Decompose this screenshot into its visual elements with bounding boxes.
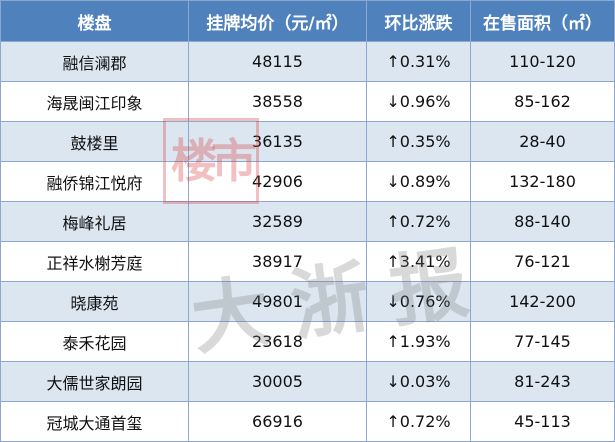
arrow-up-icon: ↑ bbox=[386, 132, 400, 151]
change-value: 0.03% bbox=[399, 372, 451, 391]
change-value: 0.35% bbox=[399, 132, 451, 151]
change-value: 0.76% bbox=[399, 292, 451, 311]
cell-area: 76-121 bbox=[470, 241, 615, 282]
cell-price: 36135 bbox=[188, 121, 367, 162]
arrow-up-icon: ↑ bbox=[386, 332, 400, 351]
arrow-down-icon: ↓ bbox=[386, 292, 400, 311]
cell-property-name: 融信澜郡 bbox=[0, 41, 189, 82]
cell-area: 81-243 bbox=[470, 361, 615, 402]
cell-property-name: 冠城大通首玺 bbox=[0, 401, 189, 442]
cell-price: 38917 bbox=[188, 241, 367, 282]
cell-property-name: 大儒世家朗园 bbox=[0, 361, 189, 402]
arrow-up-icon: ↑ bbox=[386, 212, 400, 231]
table-row: 融信澜郡 48115 ↑0.31% 110-120 bbox=[0, 41, 615, 82]
cell-change: ↑0.72% bbox=[366, 201, 471, 242]
change-value: 3.41% bbox=[399, 252, 451, 271]
table-row: 晓康苑 49801 ↓0.76% 142-200 bbox=[0, 281, 615, 322]
table-row: 鼓楼里 36135 ↑0.35% 28-40 bbox=[0, 121, 615, 162]
cell-property-name: 梅峰礼居 bbox=[0, 201, 189, 242]
header-area: 在售面积（㎡） bbox=[470, 0, 615, 42]
table-row: 融侨锦江悦府 42906 ↓0.89% 132-180 bbox=[0, 161, 615, 202]
change-value: 0.31% bbox=[399, 52, 451, 71]
header-price: 挂牌均价（元/㎡） bbox=[188, 0, 367, 42]
table-row: 梅峰礼居 32589 ↑0.72% 88-140 bbox=[0, 201, 615, 242]
cell-change: ↓0.89% bbox=[366, 161, 471, 202]
cell-area: 132-180 bbox=[470, 161, 615, 202]
table-body: 融信澜郡 48115 ↑0.31% 110-120 海晟闽江印象 38558 ↓0.96% 8… bbox=[0, 41, 615, 442]
table-row: 泰禾花园 23618 ↑1.93% 77-145 bbox=[0, 321, 615, 362]
cell-price: 30005 bbox=[188, 361, 367, 402]
arrow-down-icon: ↓ bbox=[386, 92, 400, 111]
cell-change: ↑0.72% bbox=[366, 401, 471, 442]
cell-price: 66916 bbox=[188, 401, 367, 442]
cell-price: 32589 bbox=[188, 201, 367, 242]
cell-change: ↓0.96% bbox=[366, 81, 471, 122]
cell-property-name: 融侨锦江悦府 bbox=[0, 161, 189, 202]
table-row: 大儒世家朗园 30005 ↓0.03% 81-243 bbox=[0, 361, 615, 402]
cell-change: ↑3.41% bbox=[366, 241, 471, 282]
cell-price: 38558 bbox=[188, 81, 367, 122]
cell-property-name: 正祥水榭芳庭 bbox=[0, 241, 189, 282]
cell-area: 142-200 bbox=[470, 281, 615, 322]
arrow-down-icon: ↓ bbox=[386, 172, 400, 191]
table-header-row: 楼盘 挂牌均价（元/㎡） 环比涨跌 在售面积（㎡） bbox=[0, 0, 615, 42]
cell-area: 88-140 bbox=[470, 201, 615, 242]
header-change: 环比涨跌 bbox=[366, 0, 471, 42]
arrow-up-icon: ↑ bbox=[386, 412, 400, 431]
cell-price: 42906 bbox=[188, 161, 367, 202]
cell-area: 45-113 bbox=[470, 401, 615, 442]
cell-area: 77-145 bbox=[470, 321, 615, 362]
change-value: 0.72% bbox=[399, 412, 451, 431]
cell-area: 85-162 bbox=[470, 81, 615, 122]
cell-property-name: 海晟闽江印象 bbox=[0, 81, 189, 122]
change-value: 0.72% bbox=[399, 212, 451, 231]
cell-change: ↑0.35% bbox=[366, 121, 471, 162]
cell-price: 49801 bbox=[188, 281, 367, 322]
cell-change: ↓0.03% bbox=[366, 361, 471, 402]
cell-price: 48115 bbox=[188, 41, 367, 82]
cell-change: ↓0.76% bbox=[366, 281, 471, 322]
table-row: 海晟闽江印象 38558 ↓0.96% 85-162 bbox=[0, 81, 615, 122]
change-value: 1.93% bbox=[399, 332, 451, 351]
cell-property-name: 晓康苑 bbox=[0, 281, 189, 322]
change-value: 0.89% bbox=[399, 172, 451, 191]
table-row: 冠城大通首玺 66916 ↑0.72% 45-113 bbox=[0, 401, 615, 442]
change-value: 0.96% bbox=[399, 92, 451, 111]
cell-area: 110-120 bbox=[470, 41, 615, 82]
cell-property-name: 鼓楼里 bbox=[0, 121, 189, 162]
arrow-up-icon: ↑ bbox=[386, 252, 400, 271]
arrow-down-icon: ↓ bbox=[386, 372, 400, 391]
cell-price: 23618 bbox=[188, 321, 367, 362]
cell-area: 28-40 bbox=[470, 121, 615, 162]
cell-change: ↑1.93% bbox=[366, 321, 471, 362]
header-property: 楼盘 bbox=[0, 0, 189, 42]
cell-property-name: 泰禾花园 bbox=[0, 321, 189, 362]
cell-change: ↑0.31% bbox=[366, 41, 471, 82]
table-row: 正祥水榭芳庭 38917 ↑3.41% 76-121 bbox=[0, 241, 615, 282]
arrow-up-icon: ↑ bbox=[386, 52, 400, 71]
